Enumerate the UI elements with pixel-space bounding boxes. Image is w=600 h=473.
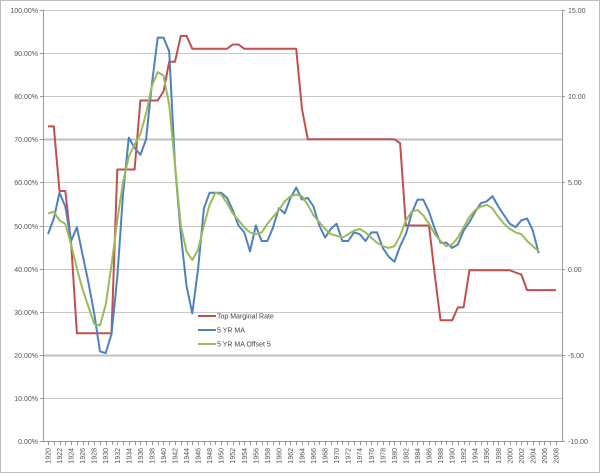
x-axis-label: 1994 bbox=[473, 448, 480, 464]
x-axis-label: 1984 bbox=[415, 448, 422, 464]
right-axis-label: 10.00 bbox=[568, 94, 586, 101]
right-axis-label: -10.00 bbox=[568, 439, 588, 446]
x-axis-label: 1992 bbox=[461, 448, 468, 464]
x-axis-label: 1964 bbox=[300, 448, 307, 464]
x-axis-label: 1966 bbox=[311, 448, 318, 464]
x-axis-label: 1996 bbox=[484, 448, 491, 464]
left-y-axis: 0.00% 10.00% 20.00% 30.00% 40.00% 50.00% 60.00… bbox=[10, 8, 44, 446]
legend-label: 5 YR MA bbox=[217, 328, 245, 335]
x-axis-label: 1974 bbox=[357, 448, 364, 464]
x-axis-label: 1956 bbox=[253, 448, 260, 464]
series-line-5-yr-ma bbox=[47, 36, 540, 355]
legend-item: 5 YR MA Offset 5 bbox=[198, 342, 271, 349]
left-axis-label: 50.00% bbox=[14, 224, 38, 231]
series-line-top-marginal-rate bbox=[48, 34, 556, 335]
x-axis-label: 1948 bbox=[207, 448, 214, 464]
x-axis-label: 1958 bbox=[265, 448, 272, 464]
x-axis-label: 1962 bbox=[288, 448, 295, 464]
x-axis-label: 1976 bbox=[369, 448, 376, 464]
x-axis-label: 2002 bbox=[519, 448, 526, 464]
left-axis-label: 10.00% bbox=[14, 396, 38, 403]
x-axis-label: 1978 bbox=[380, 448, 387, 464]
x-axis-label: 1942 bbox=[173, 448, 180, 464]
legend: Top Marginal Rate 5 YR MA 5 YR MA Offset 5 bbox=[198, 314, 274, 349]
left-axis-label: 70.00% bbox=[14, 137, 38, 144]
x-axis-label: 1982 bbox=[403, 448, 410, 464]
x-axis-label: 1950 bbox=[219, 448, 226, 464]
x-axis-label: 1954 bbox=[242, 448, 249, 464]
legend-label: 5 YR MA Offset 5 bbox=[217, 342, 271, 349]
x-axis-label: 2008 bbox=[554, 448, 561, 464]
x-axis-label: 1952 bbox=[230, 448, 237, 464]
x-axis-label: 1932 bbox=[115, 448, 122, 464]
x-axis-label: 1924 bbox=[69, 448, 76, 464]
right-axis-label: 5.00 bbox=[568, 180, 582, 187]
left-axis-label: 0.00% bbox=[18, 439, 38, 446]
series-lines bbox=[47, 34, 556, 355]
right-axis-label: 0.00 bbox=[568, 267, 582, 274]
x-axis-label: 1944 bbox=[184, 448, 191, 464]
x-axis-label: 2006 bbox=[542, 448, 549, 464]
left-axis-label: 90.00% bbox=[14, 51, 38, 58]
right-y-axis: -10.00 -5.00 0.00 5.00 10.00 15.00 bbox=[562, 8, 588, 446]
x-axis-label: 1972 bbox=[346, 448, 353, 464]
x-axis-label: 1920 bbox=[46, 448, 53, 464]
x-axis-label: 1922 bbox=[57, 448, 64, 464]
x-axis-label: 1990 bbox=[450, 448, 457, 464]
x-axis-label: 1946 bbox=[196, 448, 203, 464]
x-axis-label: 1980 bbox=[392, 448, 399, 464]
legend-item: 5 YR MA bbox=[198, 328, 245, 335]
x-axis-label: 1968 bbox=[323, 448, 330, 464]
x-axis-label: 1940 bbox=[161, 448, 168, 464]
right-axis-label: -5.00 bbox=[568, 353, 584, 360]
x-axis-label: 1936 bbox=[138, 448, 145, 464]
x-axis-label: 1960 bbox=[276, 448, 283, 464]
x-axis-label: 1998 bbox=[496, 448, 503, 464]
series-line-5-yr-ma-offset-5 bbox=[47, 71, 540, 327]
x-axis-label: 2000 bbox=[507, 448, 514, 464]
x-axis-label: 1934 bbox=[126, 448, 133, 464]
x-axis-label: 2004 bbox=[530, 448, 537, 464]
x-axis-label: 1970 bbox=[334, 448, 341, 464]
left-axis-label: 100.00% bbox=[10, 8, 38, 15]
left-axis-label: 80.00% bbox=[14, 94, 38, 101]
left-axis-label: 20.00% bbox=[14, 353, 38, 360]
legend-label: Top Marginal Rate bbox=[217, 314, 274, 321]
left-axis-label: 40.00% bbox=[14, 267, 38, 274]
x-axis: 1920 1922 1924 1926 1928 1930 1932 1934 1936 1938… bbox=[43, 441, 562, 464]
right-axis-label: 15.00 bbox=[568, 8, 586, 15]
x-axis-label: 1938 bbox=[149, 448, 156, 464]
x-axis-label: 1986 bbox=[427, 448, 434, 464]
x-axis-label: 1930 bbox=[103, 448, 110, 464]
x-axis-label: 1928 bbox=[92, 448, 99, 464]
x-axis-label: 1926 bbox=[80, 448, 87, 464]
left-axis-label: 30.00% bbox=[14, 310, 38, 317]
legend-item: Top Marginal Rate bbox=[198, 314, 274, 321]
left-axis-label: 60.00% bbox=[14, 180, 38, 187]
x-axis-label: 1988 bbox=[438, 448, 445, 464]
